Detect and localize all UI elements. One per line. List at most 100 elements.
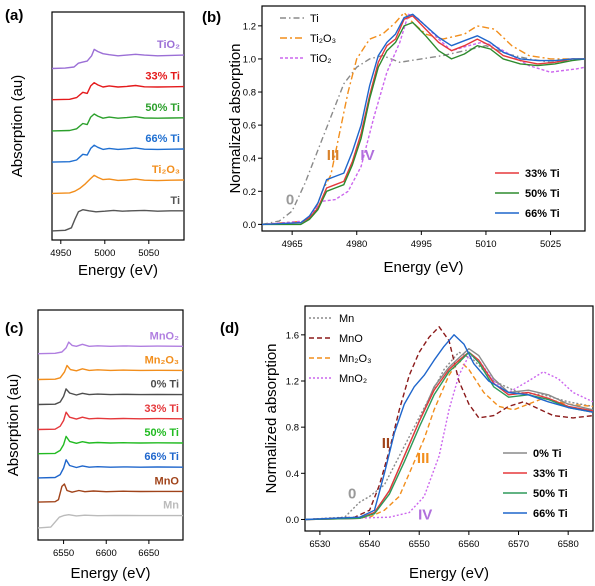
series-label-66-ti: 66% Ti: [144, 451, 179, 463]
y-tick-label: 1.6: [286, 330, 299, 341]
annotation-iv: IV: [360, 147, 374, 164]
series-label-ti-o: Ti₂O₃: [152, 164, 180, 176]
x-tick-label: 6560: [458, 539, 479, 550]
series-line-66-ti: [52, 144, 184, 163]
series-label-0-ti: 0% Ti: [150, 379, 179, 391]
y-tick-label: 1.2: [286, 377, 299, 388]
legend-entry-33-ti: 33% Ti: [533, 468, 568, 480]
x-tick-label: 6600: [96, 548, 117, 559]
legend-entry-ti-o: Ti₂O₃: [310, 33, 336, 45]
series-line-66-ti: [38, 459, 183, 479]
series-line-50-ti: [52, 113, 184, 132]
y-tick-label: 1.0: [243, 54, 256, 65]
panel-a: 4950 5000 5050 Energy (eV) Absorption (au) (a…: [5, 7, 185, 279]
series-line-33-ti: [52, 82, 184, 101]
y-axis-label: Absorption (au): [9, 75, 26, 178]
y-tick-label: 0.0: [286, 515, 299, 526]
y-axis-label: Absorption (au): [5, 374, 22, 477]
legend-entry-33-ti: 33% Ti: [525, 168, 560, 180]
panel-d: 6530 6540 6550 6560 6570 6580 0.0 0.4 0.8 1.2 1.6 E…: [220, 305, 594, 582]
legend-entry-mn: Mn: [339, 313, 354, 325]
panel-b: 4965 4980 4995 5010 5025 0.0 0.2 0.4 0.6 0.8 1.0 1.…: [202, 5, 586, 276]
x-tick-label: 4965: [282, 239, 303, 250]
y-tick-label: 0.6: [243, 121, 256, 132]
x-tick-label: 4980: [346, 239, 367, 250]
x-tick-label: 6550: [53, 548, 74, 559]
legend-entry-mn-o: Mn₂O₃: [339, 353, 372, 365]
annotation-0: 0: [286, 192, 294, 209]
series-label-33-ti: 33% Ti: [144, 403, 179, 415]
series-line-ti: [52, 209, 184, 232]
x-axis-label: Energy (eV): [409, 565, 489, 582]
x-tick-label: 5025: [540, 239, 561, 250]
legend-entry-0-ti: 0% Ti: [533, 448, 562, 460]
plot-frame: [51, 11, 185, 241]
series-line-66-ti: [262, 13, 585, 226]
series-lines: [38, 341, 183, 529]
panel-label: (b): [202, 9, 221, 26]
x-tick-label: 5050: [138, 248, 159, 259]
panel-label: (c): [5, 320, 23, 337]
series-label-mn-o: Mn₂O₃: [145, 354, 179, 366]
legend-entry-tio: TiO₂: [310, 53, 332, 65]
series-lines: [52, 48, 184, 232]
series-label-ti: Ti: [170, 195, 180, 207]
series-label-33-ti: 33% Ti: [145, 71, 180, 83]
panel-c: 6550 6600 6650 Energy (eV) Absorption (au) (c…: [5, 309, 184, 582]
series-line-ti-o: [262, 11, 585, 226]
series-lines: [262, 11, 585, 226]
series-line-50-ti: [262, 21, 585, 226]
annotation-iii: III: [417, 450, 430, 467]
series-label-50-ti: 50% Ti: [144, 427, 179, 439]
series-line-33-ti: [262, 15, 585, 226]
y-tick-label: 0.2: [243, 187, 256, 198]
series-line-mno: [38, 483, 183, 503]
x-axis-label: Energy (eV): [70, 565, 150, 582]
legend-entry-50-ti: 50% Ti: [525, 188, 560, 200]
series-line-mn-o: [38, 364, 183, 381]
annotation-ii: II: [382, 435, 390, 452]
x-tick-label: 6540: [359, 539, 380, 550]
legend-entry-66-ti: 66% Ti: [525, 208, 560, 220]
series-label-mno: MnO₂: [150, 330, 179, 342]
panel-label: (a): [5, 7, 23, 24]
y-tick-label: 0.4: [243, 154, 256, 165]
series-label-mno: MnO: [155, 475, 180, 487]
panel-label: (d): [220, 320, 239, 337]
series-line-66-ti: [305, 334, 593, 521]
series-label-50-ti: 50% Ti: [145, 102, 180, 114]
series-line-mn: [38, 514, 183, 529]
series-line-50-ti: [305, 351, 593, 521]
x-tick-label: 5010: [475, 239, 496, 250]
annotation-iv: IV: [418, 506, 432, 523]
series-line-33-ti: [38, 411, 183, 431]
y-tick-label: 0.8: [243, 88, 256, 99]
y-tick-label: 1.2: [243, 21, 256, 32]
series-line-0-ti: [38, 388, 183, 406]
legend-entry-mno: MnO₂: [339, 373, 367, 385]
series-line-ti-o: [52, 174, 184, 195]
x-tick-label: 6580: [558, 539, 579, 550]
series-line-50-ti: [38, 435, 183, 455]
legend-entry-ti: Ti: [310, 13, 319, 25]
y-axis-label: Normalized absorption: [263, 343, 280, 493]
series-line-mno: [38, 341, 183, 355]
y-tick-label: 0.4: [286, 469, 299, 480]
series-lines: [305, 326, 593, 521]
series-line-tio: [52, 48, 184, 70]
x-tick-label: 6570: [508, 539, 529, 550]
series-label-tio: TiO₂: [157, 39, 180, 51]
legend-entry-66-ti: 66% Ti: [533, 508, 568, 520]
series-label-66-ti: 66% Ti: [145, 133, 180, 145]
x-tick-label: 4950: [50, 248, 71, 259]
plot-frame: [304, 305, 594, 532]
x-tick-label: 6650: [138, 548, 159, 559]
series-line-ti: [262, 45, 585, 226]
y-tick-label: 0.8: [286, 423, 299, 434]
legend-entry-mno: MnO: [339, 333, 363, 345]
series-line-33-ti: [305, 351, 593, 521]
series-label-mn: Mn: [163, 500, 179, 512]
annotation-0: 0: [348, 486, 356, 503]
x-axis-label: Energy (eV): [78, 262, 158, 279]
x-tick-label: 6530: [309, 539, 330, 550]
